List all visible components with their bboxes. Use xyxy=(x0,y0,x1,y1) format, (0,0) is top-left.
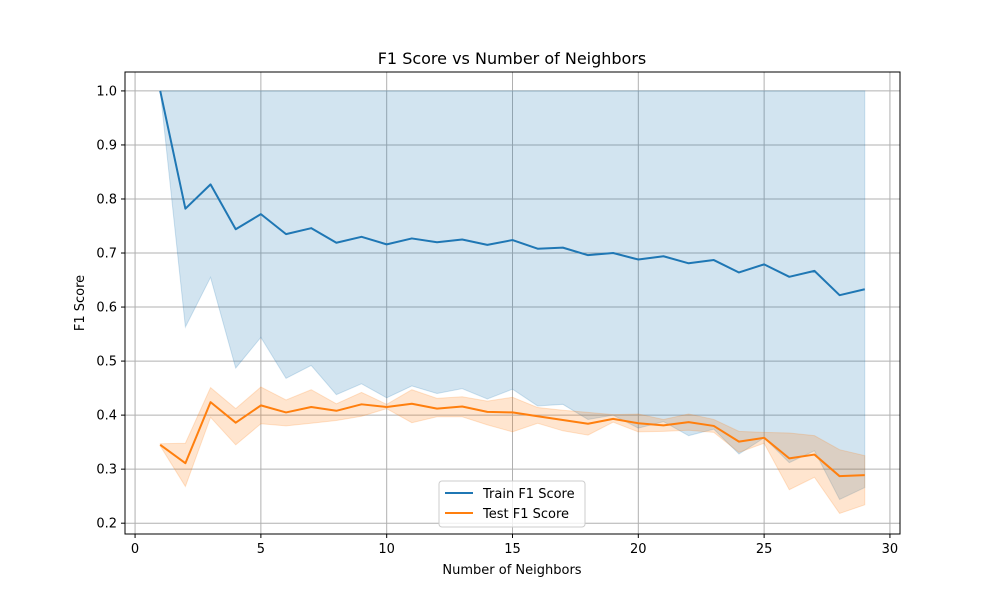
chart-title: F1 Score vs Number of Neighbors xyxy=(378,49,647,68)
train-f1-line xyxy=(159,90,866,297)
legend: Train F1 Score Test F1 Score xyxy=(438,480,586,528)
confidence-band-test xyxy=(159,386,866,515)
series-lines xyxy=(159,90,866,478)
y-tick-label: 0.5 xyxy=(96,355,117,370)
test-f1-line xyxy=(159,401,865,478)
x-axis-title: Number of Neighbors xyxy=(442,563,581,578)
y-tick-label: 0.8 xyxy=(96,192,117,207)
x-tick-label: 20 xyxy=(630,542,647,557)
legend-label: Train F1 Score xyxy=(482,487,575,502)
x-tick-label: 25 xyxy=(756,542,773,557)
legend-box xyxy=(438,480,586,528)
confidence-bands xyxy=(159,90,866,515)
y-tick-label: 0.9 xyxy=(96,138,117,153)
x-tick-label: 0 xyxy=(131,542,139,557)
x-tick-label: 10 xyxy=(378,542,395,557)
y-tick-label: 0.3 xyxy=(96,463,117,478)
y-tick-label: 1.0 xyxy=(96,84,117,99)
grid xyxy=(125,72,900,534)
axis-ticks: 0 5 10 15 20 25 30 0.2 0.3 0.4 0.5 0.6 0.7 0.8 0.9 1.0 xyxy=(96,84,898,557)
y-axis-title: F1 Score xyxy=(73,275,88,331)
y-tick-label: 0.7 xyxy=(96,247,117,262)
x-tick-label: 5 xyxy=(257,542,265,557)
legend-label: Test F1 Score xyxy=(482,507,569,522)
x-tick-label: 30 xyxy=(882,542,899,557)
y-tick-label: 0.2 xyxy=(96,517,117,532)
y-tick-label: 0.4 xyxy=(96,409,117,424)
x-tick-label: 15 xyxy=(504,542,521,557)
y-tick-label: 0.6 xyxy=(96,301,117,316)
